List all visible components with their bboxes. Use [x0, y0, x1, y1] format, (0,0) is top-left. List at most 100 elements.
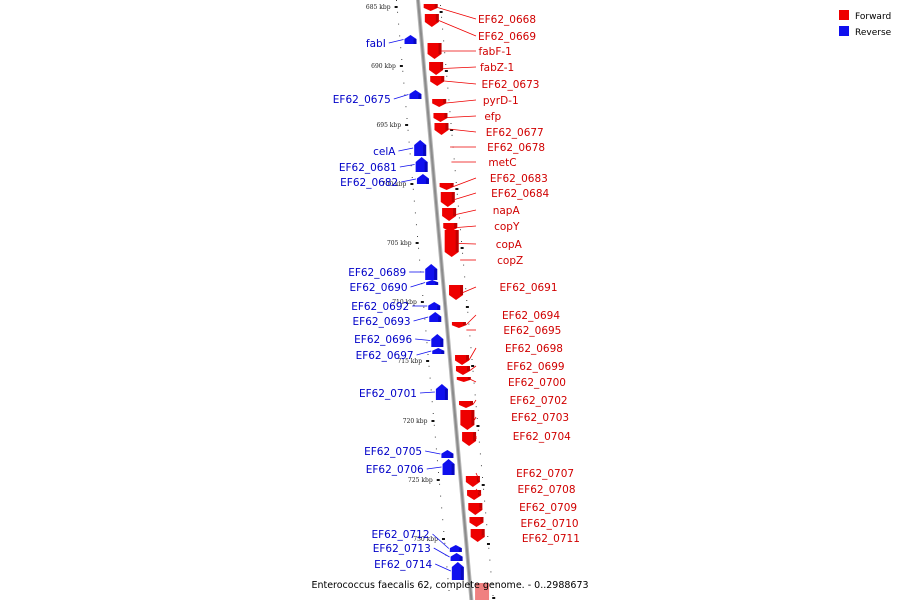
gene-EF62_0677[interactable]	[434, 123, 449, 135]
gene-label[interactable]: efp	[484, 111, 501, 123]
gene-EF62_0711[interactable]	[470, 529, 485, 542]
gene-label[interactable]: napA	[493, 205, 521, 217]
gene-label[interactable]: copZ	[497, 255, 523, 267]
gene-EF62_0689[interactable]	[425, 264, 438, 280]
gene-label[interactable]: EF62_0700	[508, 377, 566, 389]
gene-label[interactable]: EF62_0677	[486, 127, 544, 139]
gene-EF62_0698[interactable]	[455, 355, 470, 365]
gene-EF62_0697[interactable]	[432, 348, 445, 354]
gene-label[interactable]: fabZ-1	[480, 62, 514, 74]
gene-EF62_0713[interactable]	[450, 553, 463, 561]
gene-EF62_0709[interactable]	[468, 503, 483, 515]
gene-EF62_0703[interactable]	[460, 410, 475, 430]
gene-EF62_0702[interactable]	[459, 401, 474, 408]
scale-dot	[467, 311, 469, 313]
gene-copA[interactable]	[444, 230, 459, 257]
gene-label[interactable]: EF62_0692	[351, 301, 409, 313]
gene-label[interactable]: copA	[496, 239, 523, 251]
gene-label[interactable]: EF62_0702	[510, 395, 568, 407]
gene-napA[interactable]	[442, 208, 457, 221]
gene-label[interactable]: EF62_0695	[503, 325, 561, 337]
gene-EF62_0705[interactable]	[441, 450, 454, 458]
gene-shade	[471, 410, 475, 425]
gene-label[interactable]: EF62_0701	[359, 388, 417, 400]
gene-EF62_0694[interactable]	[451, 322, 466, 328]
gene-label[interactable]: EF62_0707	[516, 468, 574, 480]
gene-label[interactable]: EF62_0712	[372, 529, 430, 541]
gene-EF62_0684[interactable]	[440, 192, 455, 207]
gene-label[interactable]: EF62_0711	[522, 533, 580, 545]
gene-label[interactable]: EF62_0693	[353, 316, 411, 328]
gene-label[interactable]: EF62_0683	[490, 173, 548, 185]
gene-label[interactable]: metC	[488, 157, 516, 169]
gene-label[interactable]: celA	[373, 146, 396, 158]
gene-label[interactable]: fabI	[366, 38, 386, 50]
gene-EF62_0690[interactable]	[426, 280, 439, 285]
scale-dot	[456, 193, 458, 195]
gene-label[interactable]: EF62_0703	[511, 412, 569, 424]
gene-EF62_0675[interactable]	[409, 90, 422, 99]
gene-label[interactable]: EF62_0714	[374, 559, 432, 571]
gene-EF62_0681[interactable]	[415, 157, 428, 172]
gene-EF62_0699[interactable]	[455, 366, 470, 375]
gene-label[interactable]: EF62_0704	[513, 431, 571, 443]
gene-EF62_0692[interactable]	[428, 302, 441, 310]
gene-label[interactable]: EF62_0682	[340, 177, 398, 189]
gene-label[interactable]: EF62_0697	[356, 350, 414, 362]
gene-label[interactable]: EF62_0690	[350, 282, 408, 294]
gene-EF62_0710[interactable]	[469, 517, 484, 527]
gene-celA[interactable]	[414, 140, 427, 156]
gene-label[interactable]: copY	[494, 221, 520, 233]
gene-EF62_0700[interactable]	[456, 377, 471, 382]
gene-EF62_0673[interactable]	[430, 76, 445, 86]
gene-EF62_0714[interactable]	[451, 562, 464, 580]
gene-copY[interactable]	[443, 223, 458, 232]
gene-EF62_0682[interactable]	[416, 174, 429, 184]
gene-EF62_0693[interactable]	[429, 312, 442, 322]
gene-shade	[451, 464, 455, 475]
gene-label[interactable]: EF62_0681	[339, 162, 397, 174]
gene-label[interactable]: EF62_0696	[354, 334, 412, 346]
gene-efp[interactable]	[433, 113, 448, 122]
gene-pyrD-1[interactable]	[432, 99, 447, 107]
gene-label[interactable]: EF62_0699	[507, 361, 565, 373]
gene-EF62_0704[interactable]	[462, 432, 477, 446]
gene-fabF-1[interactable]	[427, 43, 442, 59]
gene-fabI[interactable]	[404, 35, 417, 44]
gene-label[interactable]: EF62_0684	[491, 188, 549, 200]
gene-label[interactable]: EF62_0705	[364, 446, 422, 458]
legend-item-reverse[interactable]: Reverse	[839, 26, 892, 38]
gene-label[interactable]: EF62_0673	[481, 79, 539, 91]
gene-label[interactable]: EF62_0669	[478, 31, 536, 43]
gene-label[interactable]: EF62_0706	[366, 464, 424, 476]
kbp-tick	[492, 597, 496, 599]
gene-EF62_0668[interactable]	[423, 4, 438, 11]
gene-EF62_0706[interactable]	[442, 459, 455, 475]
gene-label[interactable]: EF62_0709	[519, 502, 577, 514]
gene-label[interactable]: EF62_0694	[502, 310, 560, 322]
gene-body	[459, 401, 474, 408]
gene-body	[440, 192, 455, 207]
gene-label[interactable]: EF62_0708	[518, 484, 576, 496]
gene-label[interactable]: EF62_0698	[505, 343, 563, 355]
gene-EF62_0708[interactable]	[467, 490, 482, 500]
gene-EF62_0701[interactable]	[435, 384, 448, 400]
gene-label[interactable]: EF62_0689	[348, 267, 406, 279]
gene-EF62_0669[interactable]	[424, 14, 439, 27]
gene-label[interactable]: EF62_0678	[487, 142, 545, 154]
kbp-tick	[394, 6, 398, 8]
legend-item-forward[interactable]: Forward	[839, 10, 891, 22]
gene-EF62_0696[interactable]	[431, 334, 444, 347]
gene-label[interactable]: EF62_0675	[333, 94, 391, 106]
gene-label[interactable]: EF62_0691	[500, 282, 558, 294]
gene-fabZ-1[interactable]	[429, 62, 444, 75]
gene-label[interactable]: EF62_0668	[478, 14, 536, 26]
gene-label[interactable]: EF62_0713	[373, 543, 431, 555]
gene-EF62_0683[interactable]	[439, 183, 454, 190]
gene-label[interactable]: pyrD-1	[483, 95, 519, 107]
gene-label[interactable]: fabF-1	[479, 46, 512, 58]
gene-EF62_0712[interactable]	[449, 545, 462, 552]
gene-features	[404, 4, 490, 600]
gene-EF62_0691[interactable]	[449, 285, 464, 300]
gene-label[interactable]: EF62_0710	[521, 518, 579, 530]
